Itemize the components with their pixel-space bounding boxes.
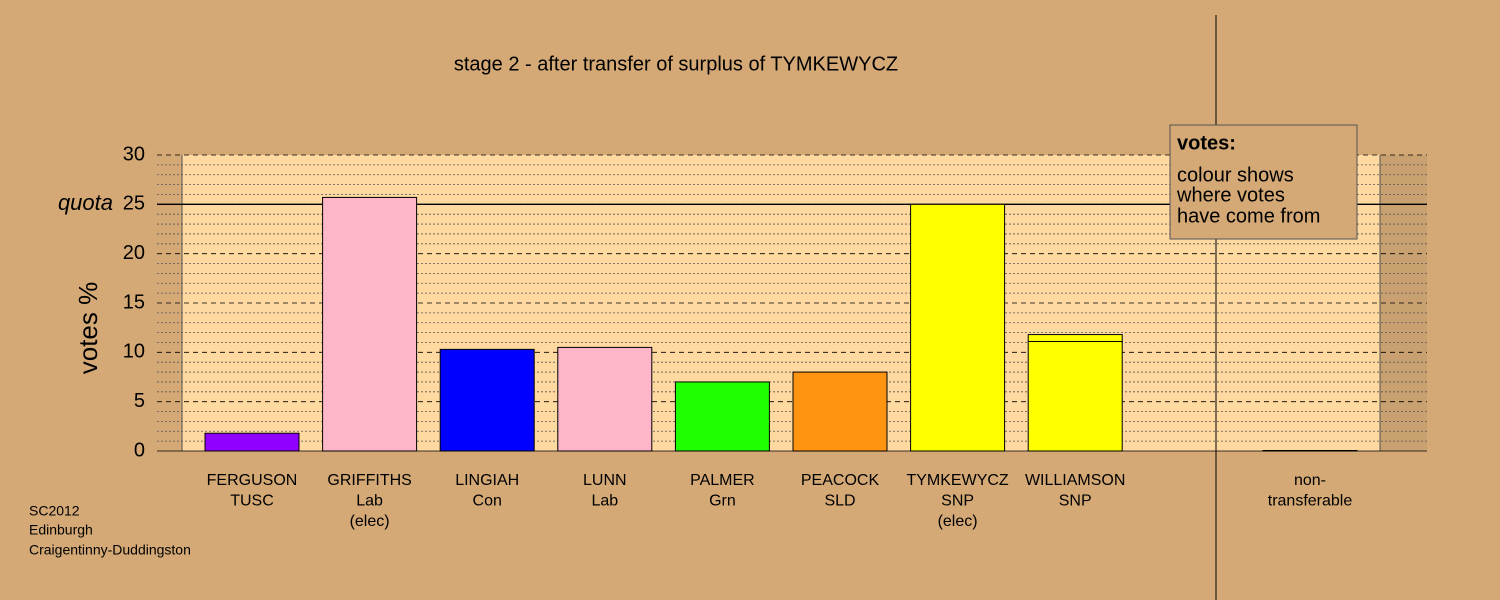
x-tick-label: Con [473,493,502,510]
y-tick-label: 25 [123,193,145,215]
x-tick-label: LINGIAH [455,472,519,489]
x-tick-label: Grn [709,493,736,510]
bar-segment [1027,340,1123,452]
y-tick-label: 0 [134,439,145,461]
bar-segment [439,348,535,452]
legend-text: where votes [1176,184,1285,206]
bar-segment [674,381,770,452]
footer-text: Craigentinny-Duddingston [29,542,191,558]
footer-text: SC2012 [29,503,80,519]
x-tick-label: SNP [1059,493,1092,510]
legend-text: colour shows [1177,164,1294,186]
x-tick-label: WILLIAMSON [1025,472,1125,489]
x-tick-label: Lab [356,493,383,510]
x-tick-label: PEACOCK [801,472,880,489]
footer-text: Edinburgh [29,522,93,538]
legend-text: have come from [1177,205,1320,227]
x-tick-label: GRIFFITHS [327,472,411,489]
bar-segment [792,371,888,452]
bar-segment [557,346,653,452]
y-tick-label: 5 [134,390,145,412]
y-tick-label: 30 [123,143,145,165]
legend-box [1169,124,1358,240]
x-tick-label: transferable [1268,493,1353,510]
bar-segment [1027,334,1123,342]
legend-title: votes: [1177,132,1236,154]
x-tick-label: (elec) [350,513,390,530]
y-tick-label: 15 [123,291,145,313]
quota-label: quota [58,190,113,215]
x-tick-label: Lab [591,493,618,510]
x-tick-label: PALMER [690,472,755,489]
x-tick-label: SNP [941,493,974,510]
chart-title: stage 2 - after transfer of surplus of T… [454,53,898,75]
x-tick-label: TYMKEWYCZ [906,472,1008,489]
y-axis-label: votes % [73,282,103,375]
x-tick-label: FERGUSON [207,472,298,489]
bar-segment [322,196,418,452]
bar-segment [204,432,300,452]
bar-segment [910,203,1006,452]
y-tick-label: 10 [123,341,145,363]
x-tick-label: (elec) [938,513,978,530]
x-tick-label: TUSC [230,493,274,510]
y-tick-label: 20 [123,242,145,264]
x-tick-label: SLD [824,493,855,510]
x-tick-label: LUNN [583,472,627,489]
bars [204,196,1358,452]
x-tick-label: non- [1294,472,1326,489]
